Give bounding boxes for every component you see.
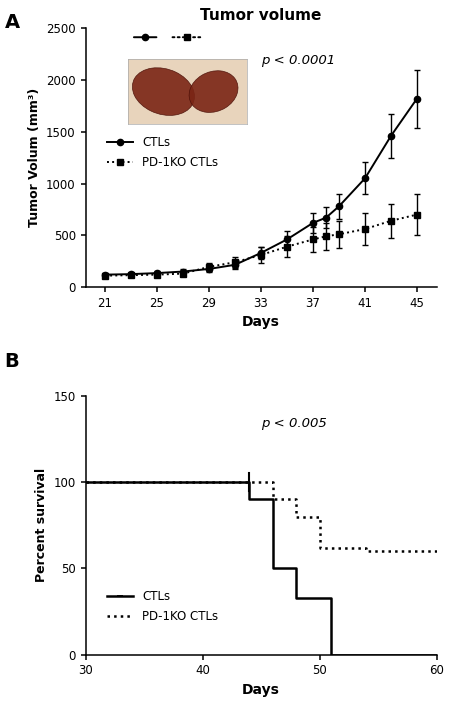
Legend: CTLs, PD-1KO CTLs: CTLs, PD-1KO CTLs xyxy=(102,586,223,628)
Title: Tumor volume: Tumor volume xyxy=(200,8,322,23)
Text: p < 0.0001: p < 0.0001 xyxy=(261,54,335,67)
X-axis label: Days: Days xyxy=(242,683,280,697)
Legend: CTLs, PD-1KO CTLs: CTLs, PD-1KO CTLs xyxy=(102,131,223,174)
X-axis label: Days: Days xyxy=(242,315,280,329)
Y-axis label: Tumor Volum (mm³): Tumor Volum (mm³) xyxy=(27,88,40,227)
Text: B: B xyxy=(4,352,19,371)
Text: p < 0.005: p < 0.005 xyxy=(261,417,327,429)
Y-axis label: Percent survival: Percent survival xyxy=(35,468,48,582)
Text: A: A xyxy=(4,13,20,32)
